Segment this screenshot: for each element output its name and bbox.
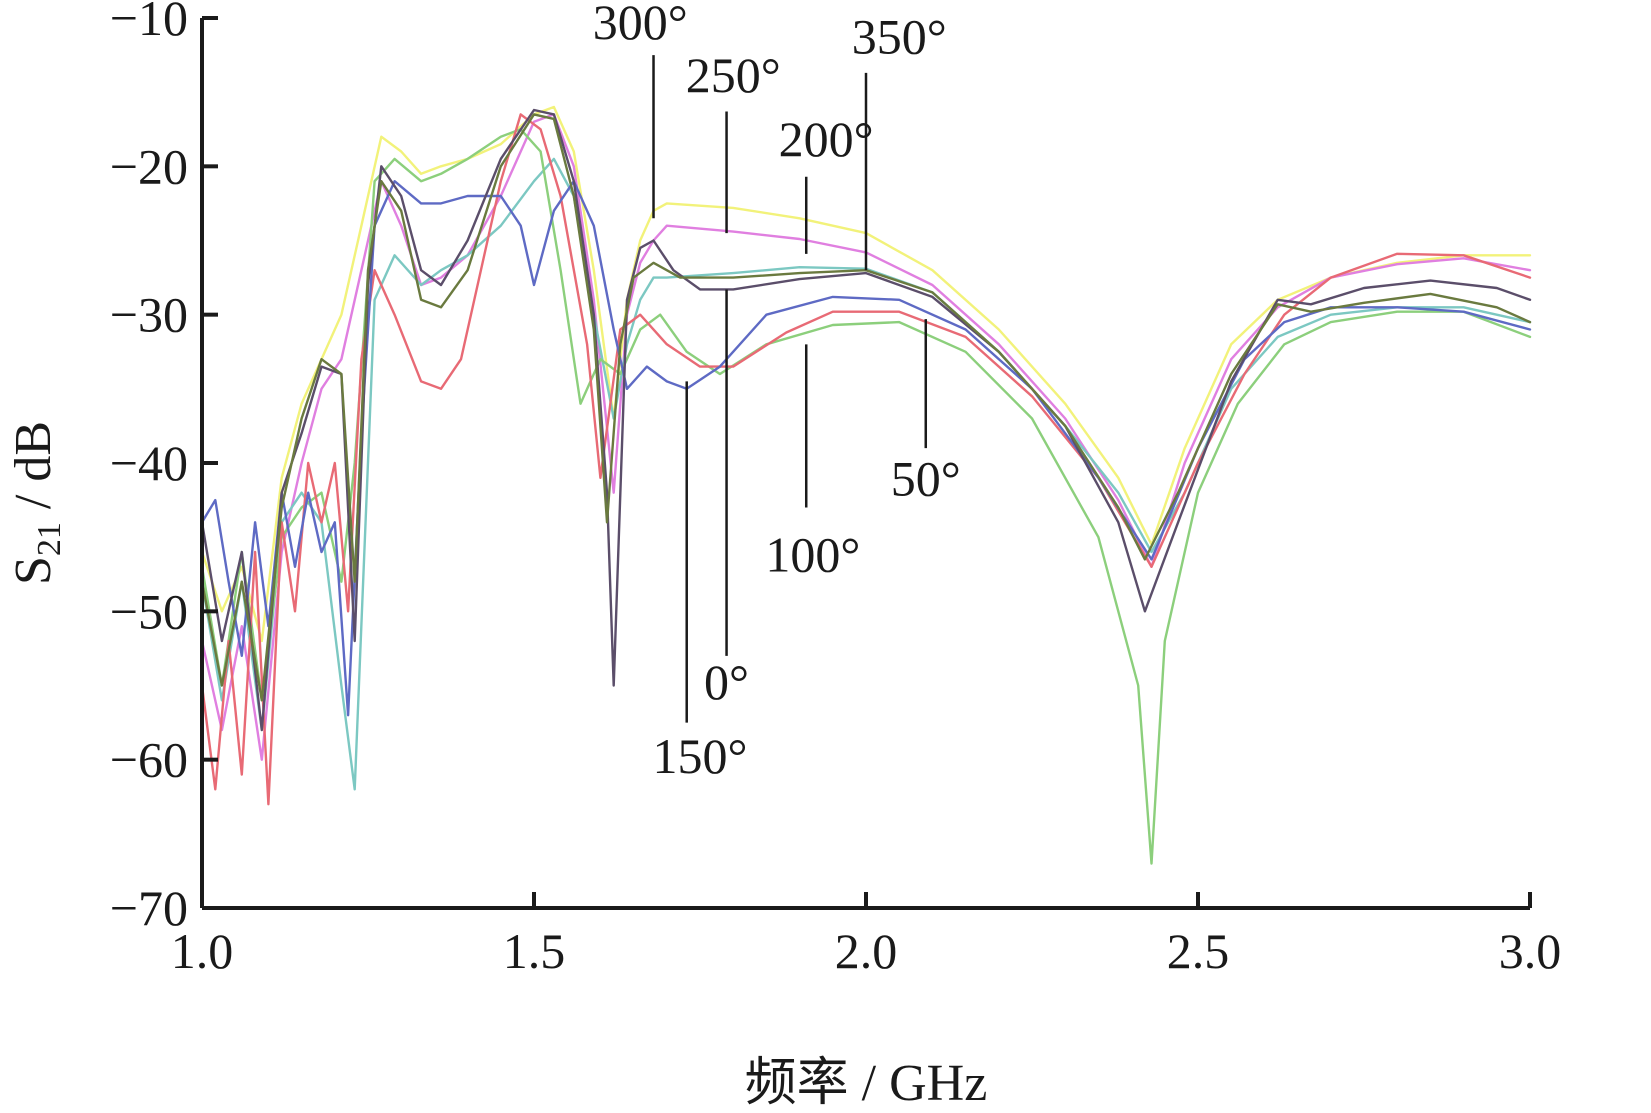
annotation-label: 250° xyxy=(686,47,781,103)
series-line-8 xyxy=(200,113,1532,702)
ticks-layer: −10 −20 −30 −40 −50 −60 −701.0 1.5 2.0 2.5 3.0 xyxy=(110,0,1561,979)
x-tick-label: 3.0 xyxy=(1499,923,1562,979)
y-axis-title-subscript: 21 xyxy=(31,522,68,556)
y-tick-label: −20 xyxy=(110,138,188,194)
y-tick-label: −60 xyxy=(110,732,188,788)
series-line-2 xyxy=(200,113,1532,761)
x-tick-label: 2.0 xyxy=(835,923,898,979)
x-tick-label: 1.0 xyxy=(171,923,234,979)
annotation-label: 100° xyxy=(765,526,860,582)
annotation-label: 200° xyxy=(779,111,874,167)
x-tick-label: 1.5 xyxy=(503,923,566,979)
x-tick-label: 2.5 xyxy=(1167,923,1230,979)
y-tick-label: −50 xyxy=(110,583,188,639)
annotation-label: 350° xyxy=(852,9,947,65)
y-tick-label: −10 xyxy=(110,0,188,46)
y-tick-label: −40 xyxy=(110,435,188,491)
x-axis-title: 频率 / GHz xyxy=(745,1055,988,1112)
annotations-layer: 300°250° 350° 200° 50° 100° 0° 150° xyxy=(593,0,961,784)
y-tick-label: −30 xyxy=(110,287,188,343)
y-axis-title-main: S xyxy=(5,556,62,585)
y-axis-title: S21 / dB xyxy=(5,421,68,585)
annotation-label: 50° xyxy=(891,451,961,507)
annotation-label: 0° xyxy=(704,654,749,710)
y-axis-title-unit: / dB xyxy=(5,421,62,522)
series-line-5 xyxy=(200,113,1532,806)
y-tick-label: −70 xyxy=(110,880,188,936)
annotation-label: 300° xyxy=(593,0,688,50)
series-line-6 xyxy=(200,179,1532,717)
series-layer xyxy=(200,105,1532,865)
series-line-4 xyxy=(200,128,1532,865)
annotation-label: 150° xyxy=(653,728,748,784)
